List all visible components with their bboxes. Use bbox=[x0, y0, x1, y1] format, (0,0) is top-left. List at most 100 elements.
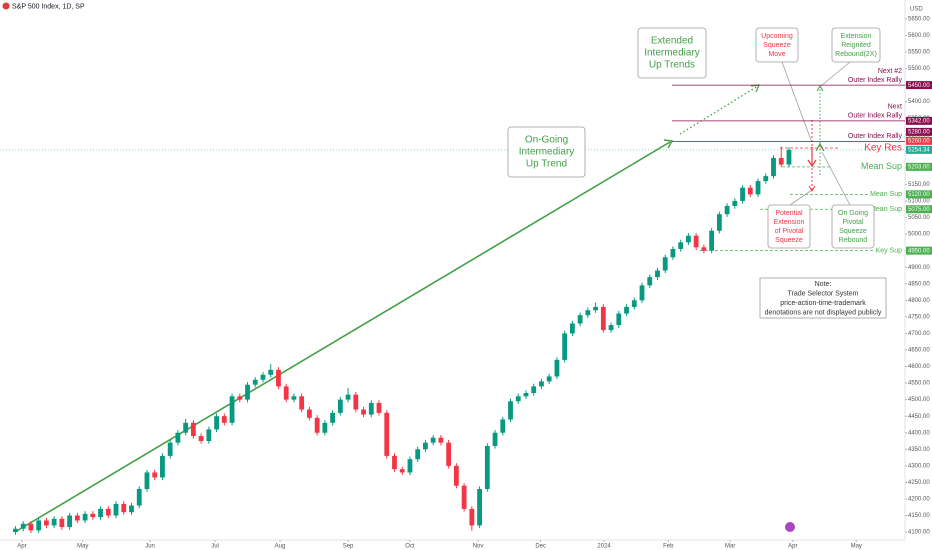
candles bbox=[13, 146, 792, 535]
candle-body bbox=[252, 379, 258, 385]
candle-body bbox=[399, 469, 405, 473]
level-badge-label: 4950.00 bbox=[908, 249, 930, 255]
callout-line bbox=[781, 61, 812, 141]
candle-body bbox=[531, 386, 537, 393]
y-tick-label: 4100.00 bbox=[908, 530, 930, 536]
y-tick-label: 4750.00 bbox=[908, 314, 930, 320]
candle-body bbox=[616, 313, 622, 326]
trend-line bbox=[14, 141, 671, 533]
callout-line bbox=[789, 189, 813, 206]
candle-body bbox=[562, 333, 568, 360]
y-tick-label: 4600.00 bbox=[908, 364, 930, 370]
annotation-text: Squeeze bbox=[839, 228, 867, 235]
candle-body bbox=[701, 247, 707, 251]
candle-body bbox=[345, 394, 351, 400]
x-tick-label: Aug bbox=[275, 544, 286, 550]
y-tick-label: 5050.00 bbox=[908, 215, 930, 221]
candle-body bbox=[732, 200, 738, 206]
level-text: Key Sup bbox=[876, 247, 903, 254]
annotation-text: Reignited bbox=[841, 42, 871, 49]
level-badge bbox=[906, 136, 932, 145]
candle-body bbox=[585, 310, 591, 316]
candle-body bbox=[44, 520, 49, 526]
y-tick-label: 5600.00 bbox=[908, 33, 930, 39]
annotation-text: Move bbox=[768, 51, 785, 58]
level-badge bbox=[906, 116, 932, 125]
y-tick-label: 5000.00 bbox=[908, 232, 930, 238]
level-text: Mean Sup bbox=[870, 191, 902, 198]
candle-body bbox=[361, 409, 366, 415]
y-tick-label: 5100.00 bbox=[908, 199, 930, 205]
annotation-text: On-Going bbox=[525, 135, 568, 146]
candle-body bbox=[430, 437, 436, 443]
candle-body bbox=[20, 523, 26, 529]
y-tick-label: 5400.00 bbox=[908, 99, 930, 105]
note-text: Note: bbox=[815, 281, 832, 288]
candle-body bbox=[221, 416, 227, 423]
candle-body bbox=[747, 187, 753, 195]
candle-body bbox=[415, 449, 421, 460]
annotation-text: On Going bbox=[838, 210, 868, 217]
x-tick-label: Apr bbox=[17, 544, 26, 550]
x-tick-label: Mar bbox=[725, 544, 735, 550]
level-badge-label: 5075.00 bbox=[908, 207, 930, 213]
candle-body bbox=[569, 323, 575, 334]
candle-body bbox=[260, 374, 266, 380]
candle-body bbox=[724, 205, 730, 215]
candle-body bbox=[167, 442, 173, 456]
candle-body bbox=[608, 325, 614, 331]
annotation-box bbox=[507, 126, 586, 178]
candle-body bbox=[28, 523, 34, 531]
candle-body bbox=[353, 394, 359, 410]
candle-body bbox=[105, 508, 111, 516]
level-text: Mean Sup bbox=[870, 206, 902, 213]
rebound-move-arrow bbox=[815, 142, 825, 152]
candle-body bbox=[593, 306, 598, 311]
y-tick-label: 4900.00 bbox=[908, 265, 930, 271]
candle-body bbox=[276, 369, 281, 387]
level-badge bbox=[906, 127, 932, 136]
x-tick-label: Apr bbox=[788, 544, 797, 550]
annotation-text: of Pivotal bbox=[775, 228, 804, 235]
candle-body bbox=[337, 399, 343, 413]
candle-body bbox=[469, 508, 475, 526]
x-tick-label: May bbox=[77, 544, 88, 550]
candle-body bbox=[670, 248, 676, 258]
level-text: Next bbox=[888, 104, 902, 111]
candle-body bbox=[778, 157, 784, 165]
note-text: price-action-time-trademark bbox=[780, 300, 866, 307]
level-badge bbox=[906, 190, 932, 199]
candle-body bbox=[129, 505, 134, 513]
annotation-box bbox=[755, 27, 799, 63]
annotation-text: Up Trend bbox=[526, 159, 567, 170]
annotation-text: Extension bbox=[774, 219, 805, 226]
annotation-box bbox=[767, 204, 811, 249]
price-badge-label: 5254.34 bbox=[908, 148, 930, 154]
candle-body bbox=[136, 489, 142, 506]
level-text: Mean Sup bbox=[861, 161, 902, 171]
y-tick-label: 4850.00 bbox=[908, 281, 930, 287]
annotation-text: Extended bbox=[651, 36, 693, 47]
candle-body bbox=[477, 489, 482, 526]
annotation-text: Intermediary bbox=[519, 147, 575, 158]
annotation-box bbox=[637, 27, 707, 79]
symbol-logo bbox=[2, 2, 10, 10]
y-tick-label: 4350.00 bbox=[908, 447, 930, 453]
annotation-text: Extension bbox=[841, 33, 872, 40]
level-badge-label: 5450.00 bbox=[908, 83, 930, 89]
annotation-box bbox=[831, 204, 875, 249]
note-text: denotations are not displayed publicly bbox=[765, 309, 882, 316]
y-tick-label: 4500.00 bbox=[908, 397, 930, 403]
y-tick-label: 4400.00 bbox=[908, 430, 930, 436]
event-icon bbox=[785, 522, 795, 532]
candle-body bbox=[554, 359, 560, 377]
squeeze-arrow bbox=[808, 185, 816, 192]
candle-body bbox=[763, 176, 769, 182]
y-tick-label: 5650.00 bbox=[908, 16, 930, 22]
candle-body bbox=[82, 513, 88, 521]
candle-body bbox=[755, 181, 761, 195]
candle-body bbox=[190, 422, 196, 437]
candle-body bbox=[693, 235, 699, 248]
candle-body bbox=[523, 392, 529, 397]
